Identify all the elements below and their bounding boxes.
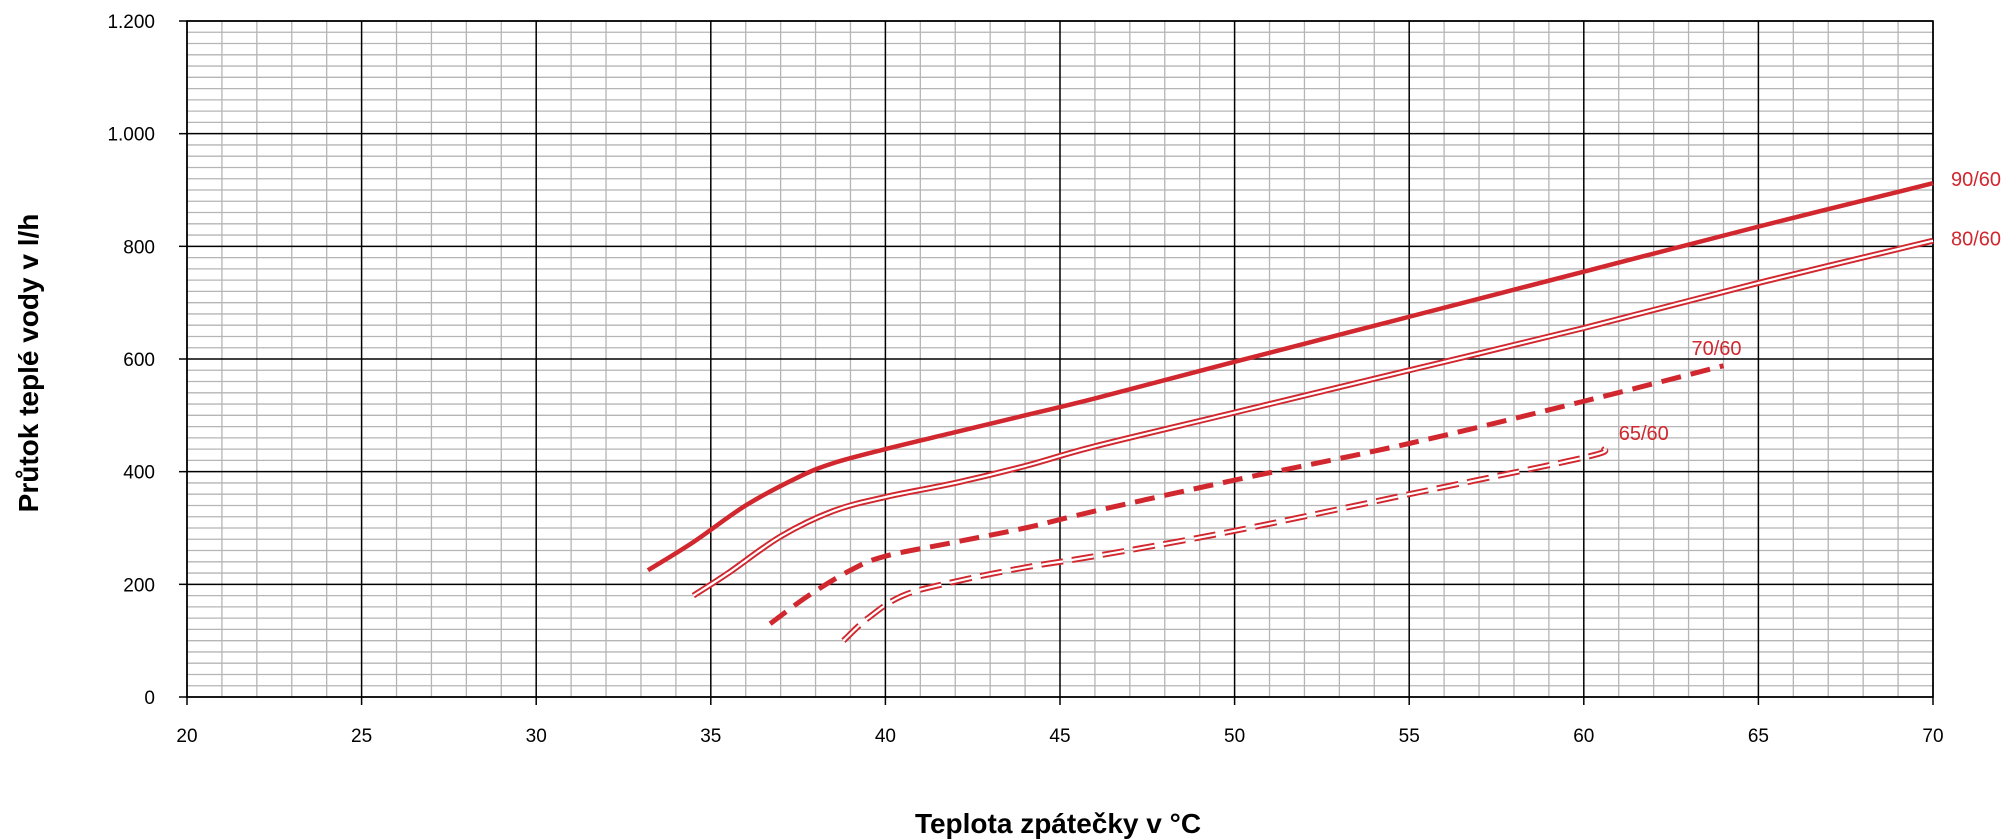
series-70-60 [768, 363, 1725, 626]
series-label: 90/60 [1951, 169, 2001, 191]
series-line [841, 446, 1609, 643]
x-tick-label: 35 [700, 726, 721, 747]
y-tick-label: 1.200 [107, 12, 155, 33]
series-80-60 [691, 237, 1934, 599]
x-tick-label: 50 [1224, 726, 1245, 747]
major-grid [179, 20, 1934, 705]
x-tick-labels: 20 25 30 35 40 45 50 55 60 65 70 [176, 726, 1943, 747]
series-layer [646, 181, 1934, 643]
x-tick-label: 60 [1573, 726, 1594, 747]
y-axis-title: Průtok teplé vody v l/h [13, 214, 44, 513]
series-label: 65/60 [1619, 423, 1669, 445]
y-tick-label: 1.000 [107, 125, 155, 146]
x-tick-label: 70 [1922, 726, 1943, 747]
x-tick-label: 20 [176, 726, 197, 747]
x-tick-label: 40 [875, 726, 896, 747]
x-tick-label: 45 [1049, 726, 1070, 747]
y-tick-label: 600 [123, 350, 155, 371]
series-line [646, 181, 1934, 573]
y-tick-label: 200 [123, 575, 155, 596]
series-line [691, 237, 1934, 599]
series-label: 80/60 [1951, 229, 2001, 251]
y-tick-label: 800 [123, 237, 155, 258]
x-tick-label: 55 [1399, 726, 1420, 747]
series-65-60 [841, 446, 1609, 643]
x-tick-label: 30 [526, 726, 547, 747]
x-tick-label: 65 [1748, 726, 1769, 747]
series-90-60 [646, 181, 1934, 573]
x-axis-title: Teplota zpátečky v °C [915, 808, 1201, 839]
y-tick-label: 400 [123, 463, 155, 484]
series-line [768, 363, 1725, 626]
plot-frame [186, 20, 1934, 698]
series-labels: 90/60 80/60 70/60 65/60 [1619, 169, 2001, 445]
y-tick-labels: 0 200 400 600 800 1.000 1.200 [107, 12, 155, 709]
x-tick-label: 25 [351, 726, 372, 747]
series-line-inner [692, 239, 1934, 597]
series-line-inner [842, 448, 1607, 642]
y-tick-label: 0 [144, 688, 155, 709]
series-label: 70/60 [1691, 338, 1741, 360]
